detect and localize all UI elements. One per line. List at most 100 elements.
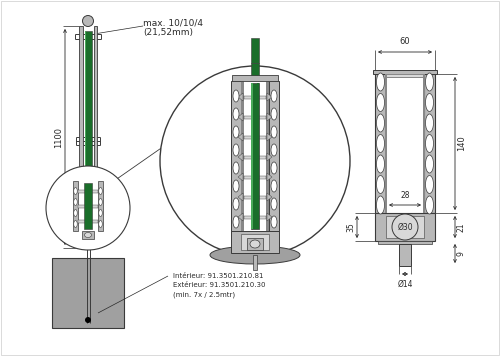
Ellipse shape [99,220,102,227]
Text: 98: 98 [212,151,222,161]
Text: 60: 60 [400,37,410,46]
Ellipse shape [376,73,384,91]
Ellipse shape [376,135,384,152]
Bar [244,136,266,138]
Text: Ø30: Ø30 [397,222,413,231]
Ellipse shape [233,90,239,102]
Ellipse shape [426,94,434,111]
Ellipse shape [74,220,77,227]
Ellipse shape [233,216,239,228]
Ellipse shape [376,155,384,173]
Polygon shape [238,193,243,201]
Ellipse shape [426,176,434,194]
Bar [84,183,92,229]
Bar [94,26,97,248]
Ellipse shape [233,126,239,138]
Ellipse shape [271,144,277,156]
Ellipse shape [233,198,239,210]
Ellipse shape [210,246,300,264]
Ellipse shape [271,90,277,102]
Polygon shape [238,213,243,221]
Bar [84,31,91,238]
Ellipse shape [99,199,102,205]
Bar [244,156,266,158]
Text: Ø14: Ø14 [397,280,413,289]
Polygon shape [267,93,272,101]
Bar [247,238,263,250]
Text: (min. 7x / 2.5mtr): (min. 7x / 2.5mtr) [173,291,235,298]
Text: 42: 42 [304,206,312,216]
Bar [244,176,266,178]
Ellipse shape [271,162,277,174]
Bar [378,241,432,244]
Ellipse shape [99,188,102,194]
Bar [375,213,435,241]
Bar [386,216,424,238]
Circle shape [160,66,350,256]
Bar [232,75,278,81]
Bar [423,74,425,213]
Circle shape [46,166,130,250]
Bar [269,81,279,231]
Bar [266,81,269,231]
Bar [251,83,253,229]
Bar [251,38,259,63]
Ellipse shape [426,155,434,173]
Bar [98,181,103,231]
Bar [386,74,424,213]
Ellipse shape [84,232,91,237]
Text: Extérieur: 91.3501.210.30: Extérieur: 91.3501.210.30 [173,282,266,288]
Ellipse shape [74,209,77,216]
Bar [73,181,78,231]
Ellipse shape [233,144,239,156]
Bar [241,81,244,231]
Ellipse shape [271,126,277,138]
Text: 35: 35 [346,222,356,232]
Bar [82,231,94,239]
Polygon shape [267,213,272,221]
Bar [78,204,98,208]
Bar [399,244,411,266]
Polygon shape [267,133,272,141]
Ellipse shape [233,108,239,120]
Bar [386,74,424,77]
Text: (21,52mm): (21,52mm) [143,28,193,37]
Polygon shape [238,113,243,121]
Polygon shape [267,173,272,181]
Ellipse shape [74,199,77,205]
Bar [253,255,257,270]
Ellipse shape [426,114,434,132]
Bar [244,95,266,99]
Bar [257,83,259,229]
Ellipse shape [271,198,277,210]
Ellipse shape [376,114,384,132]
Bar [424,74,435,213]
Text: 140: 140 [458,136,466,151]
Bar [79,26,82,248]
Bar [244,195,266,199]
Circle shape [392,214,418,240]
Bar [251,63,259,75]
Ellipse shape [233,162,239,174]
Ellipse shape [271,216,277,228]
Text: 28: 28 [400,191,410,200]
Bar [373,70,437,74]
Bar [84,31,86,238]
Ellipse shape [99,209,102,216]
Bar [375,74,386,213]
Circle shape [85,317,91,323]
Polygon shape [238,93,243,101]
Ellipse shape [271,108,277,120]
Polygon shape [238,173,243,181]
Bar [244,115,266,119]
Text: Intérieur: 91.3501.210.81: Intérieur: 91.3501.210.81 [173,273,264,279]
Text: 7: 7 [288,240,298,245]
Polygon shape [238,133,243,141]
Bar [78,220,98,222]
Polygon shape [238,153,243,161]
Circle shape [82,16,94,26]
Ellipse shape [376,94,384,111]
Bar [52,258,124,328]
Ellipse shape [376,176,384,194]
Bar [241,234,269,250]
